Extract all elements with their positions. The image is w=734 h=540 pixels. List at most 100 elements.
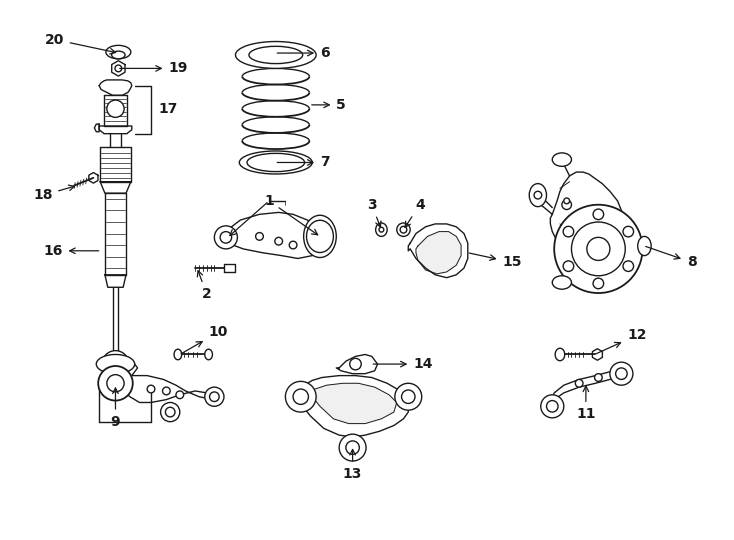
Polygon shape (312, 383, 397, 423)
Polygon shape (408, 224, 468, 278)
Ellipse shape (112, 51, 125, 59)
Circle shape (346, 441, 360, 454)
Circle shape (401, 390, 415, 403)
Circle shape (562, 200, 572, 210)
Circle shape (379, 227, 384, 232)
Ellipse shape (552, 153, 572, 166)
Circle shape (275, 238, 283, 245)
Polygon shape (99, 80, 132, 95)
Circle shape (541, 395, 564, 418)
Circle shape (220, 232, 232, 243)
Text: 12: 12 (596, 328, 647, 354)
Circle shape (115, 65, 122, 72)
Text: 8: 8 (646, 246, 697, 269)
Circle shape (210, 392, 219, 402)
Ellipse shape (555, 348, 564, 361)
Text: 17: 17 (159, 102, 178, 116)
Circle shape (349, 359, 361, 370)
Circle shape (564, 198, 570, 204)
Text: 5: 5 (312, 98, 346, 112)
Circle shape (400, 226, 407, 233)
Text: 13: 13 (343, 449, 363, 481)
Polygon shape (115, 364, 137, 380)
Circle shape (547, 401, 558, 412)
Polygon shape (224, 212, 327, 259)
Circle shape (593, 209, 603, 220)
Text: 15: 15 (469, 253, 522, 269)
Text: 14: 14 (373, 357, 432, 371)
Ellipse shape (106, 45, 131, 59)
Polygon shape (100, 181, 131, 193)
Polygon shape (112, 60, 125, 76)
Text: 6: 6 (277, 46, 330, 60)
Circle shape (107, 375, 124, 392)
Circle shape (563, 261, 574, 272)
Circle shape (147, 385, 155, 393)
Circle shape (286, 381, 316, 412)
Circle shape (616, 368, 627, 380)
Circle shape (98, 366, 133, 401)
Polygon shape (105, 275, 126, 287)
Polygon shape (122, 376, 214, 402)
Ellipse shape (239, 151, 312, 174)
Circle shape (587, 238, 610, 260)
Text: 11: 11 (576, 386, 595, 421)
Ellipse shape (638, 237, 651, 255)
Polygon shape (105, 193, 126, 275)
Ellipse shape (529, 184, 547, 207)
Text: 20: 20 (46, 32, 116, 54)
Circle shape (610, 362, 633, 385)
Text: 2: 2 (197, 271, 211, 301)
Circle shape (534, 191, 542, 199)
Ellipse shape (205, 349, 212, 360)
Circle shape (255, 233, 264, 240)
Ellipse shape (552, 276, 572, 289)
Polygon shape (95, 124, 99, 132)
Polygon shape (89, 173, 98, 183)
Circle shape (205, 387, 224, 406)
Polygon shape (104, 95, 127, 126)
Text: 7: 7 (277, 156, 330, 170)
Circle shape (107, 100, 124, 117)
Polygon shape (336, 354, 377, 374)
Ellipse shape (312, 227, 327, 246)
Ellipse shape (304, 215, 336, 258)
Circle shape (293, 389, 308, 404)
Text: 9: 9 (111, 388, 120, 429)
Ellipse shape (310, 224, 330, 249)
Polygon shape (99, 126, 132, 134)
Ellipse shape (255, 156, 297, 169)
Ellipse shape (376, 223, 387, 237)
Polygon shape (592, 349, 603, 360)
Polygon shape (550, 172, 625, 281)
Ellipse shape (236, 42, 316, 69)
Circle shape (623, 261, 633, 272)
Ellipse shape (247, 153, 305, 172)
Ellipse shape (307, 220, 333, 253)
Circle shape (109, 359, 121, 370)
Polygon shape (416, 232, 461, 274)
Text: 16: 16 (43, 244, 99, 258)
Polygon shape (224, 264, 236, 272)
Circle shape (165, 407, 175, 417)
Polygon shape (301, 376, 408, 437)
Text: 19: 19 (120, 62, 188, 76)
Ellipse shape (249, 46, 302, 64)
Circle shape (397, 223, 410, 237)
Circle shape (563, 226, 574, 237)
Text: 3: 3 (367, 198, 381, 227)
Polygon shape (100, 147, 131, 181)
Circle shape (554, 205, 642, 293)
Circle shape (162, 387, 170, 395)
Circle shape (289, 241, 297, 249)
Polygon shape (552, 368, 622, 402)
Circle shape (161, 402, 180, 422)
Circle shape (595, 374, 602, 381)
Circle shape (623, 226, 633, 237)
Circle shape (102, 350, 129, 377)
Circle shape (593, 278, 603, 289)
Circle shape (176, 391, 184, 399)
Circle shape (572, 222, 625, 276)
Text: 1: 1 (264, 194, 318, 235)
Circle shape (575, 380, 583, 387)
